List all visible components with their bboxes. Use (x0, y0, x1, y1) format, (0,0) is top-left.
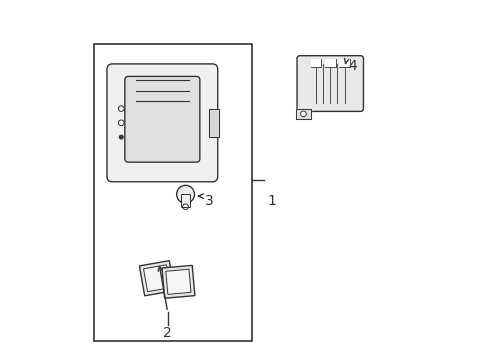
Bar (310, 59, 321, 67)
Text: 2: 2 (163, 327, 172, 341)
Circle shape (176, 185, 194, 203)
Polygon shape (162, 265, 194, 298)
Polygon shape (143, 265, 170, 292)
Polygon shape (139, 261, 174, 296)
Polygon shape (208, 109, 219, 137)
Circle shape (119, 135, 123, 139)
Circle shape (300, 111, 305, 117)
Polygon shape (296, 109, 310, 119)
FancyBboxPatch shape (296, 56, 363, 111)
FancyBboxPatch shape (107, 64, 217, 182)
Polygon shape (165, 269, 191, 294)
Bar (181, 194, 189, 207)
Bar (94, 44, 251, 341)
Text: 4: 4 (347, 59, 356, 73)
FancyBboxPatch shape (124, 76, 200, 162)
Bar (339, 59, 349, 67)
Text: 1: 1 (267, 194, 276, 208)
Text: 3: 3 (205, 194, 214, 208)
Bar (324, 59, 335, 67)
